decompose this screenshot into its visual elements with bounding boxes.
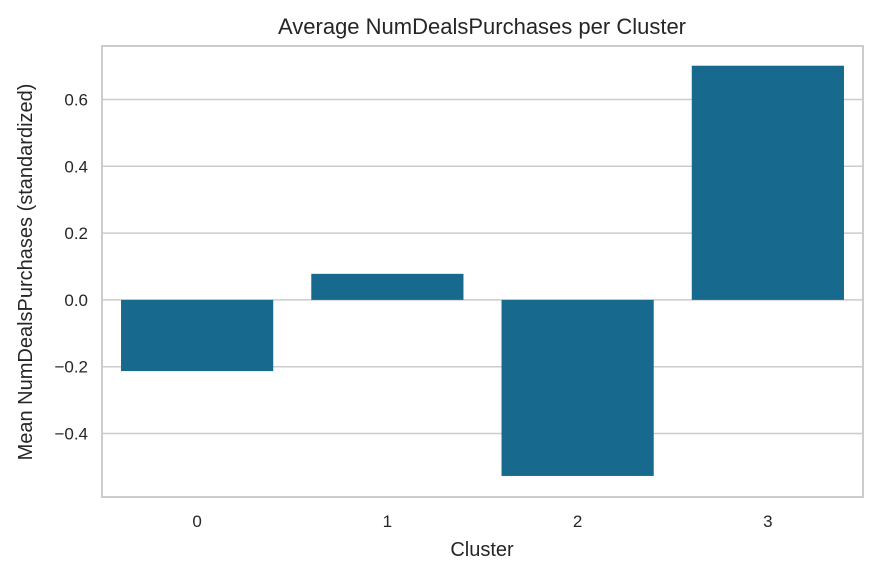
- y-axis-ticks: −0.4 −0.2 0.0 0.2 0.4 0.6: [54, 90, 88, 443]
- x-tick-label: 1: [383, 512, 392, 531]
- x-tick-label: 2: [573, 512, 582, 531]
- plot-frame: [101, 45, 864, 498]
- bar-cluster-3: [691, 65, 844, 300]
- chart-title: Average NumDealsPurchases per Cluster: [278, 14, 686, 39]
- y-tick-label: −0.2: [54, 358, 88, 377]
- x-axis-label: Cluster: [450, 539, 514, 561]
- bar-cluster-0: [121, 299, 274, 372]
- x-axis-ticks: 0 1 2 3: [192, 512, 772, 531]
- bars: [121, 65, 844, 476]
- x-tick-label: 0: [192, 512, 201, 531]
- y-tick-label: 0.6: [64, 90, 88, 109]
- bar-cluster-1: [311, 273, 464, 300]
- bar-cluster-2: [501, 299, 654, 476]
- y-tick-label: 0.0: [64, 291, 88, 310]
- x-tick-label: 3: [763, 512, 772, 531]
- y-tick-label: 0.2: [64, 224, 88, 243]
- y-tick-label: −0.4: [54, 425, 88, 444]
- y-axis-label: Mean NumDealsPurchases (standardized): [15, 84, 37, 461]
- y-tick-label: 0.4: [64, 157, 88, 176]
